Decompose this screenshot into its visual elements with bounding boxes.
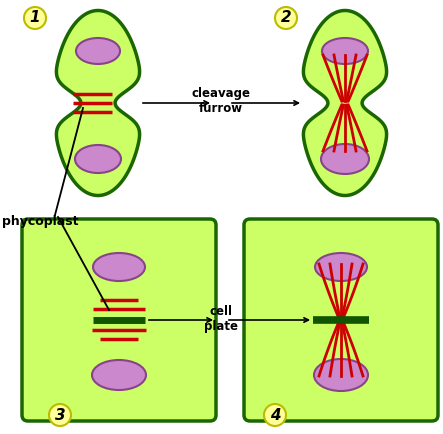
- Text: phycoplast: phycoplast: [2, 215, 78, 228]
- Circle shape: [24, 7, 46, 29]
- Ellipse shape: [322, 38, 368, 64]
- Ellipse shape: [75, 145, 121, 173]
- Ellipse shape: [93, 253, 145, 281]
- Ellipse shape: [92, 360, 146, 390]
- Ellipse shape: [315, 253, 367, 281]
- Text: 2: 2: [281, 10, 291, 26]
- Polygon shape: [303, 10, 387, 195]
- FancyBboxPatch shape: [244, 219, 438, 421]
- Text: cell
plate: cell plate: [204, 305, 238, 333]
- Ellipse shape: [321, 144, 369, 174]
- Circle shape: [49, 404, 71, 426]
- Ellipse shape: [76, 38, 120, 64]
- Text: 3: 3: [54, 408, 65, 423]
- FancyBboxPatch shape: [22, 219, 216, 421]
- Text: 4: 4: [270, 408, 280, 423]
- Circle shape: [264, 404, 286, 426]
- Text: cleavage
furrow: cleavage furrow: [191, 87, 250, 115]
- Polygon shape: [56, 10, 140, 195]
- Ellipse shape: [314, 359, 368, 391]
- Circle shape: [275, 7, 297, 29]
- Text: 1: 1: [30, 10, 40, 26]
